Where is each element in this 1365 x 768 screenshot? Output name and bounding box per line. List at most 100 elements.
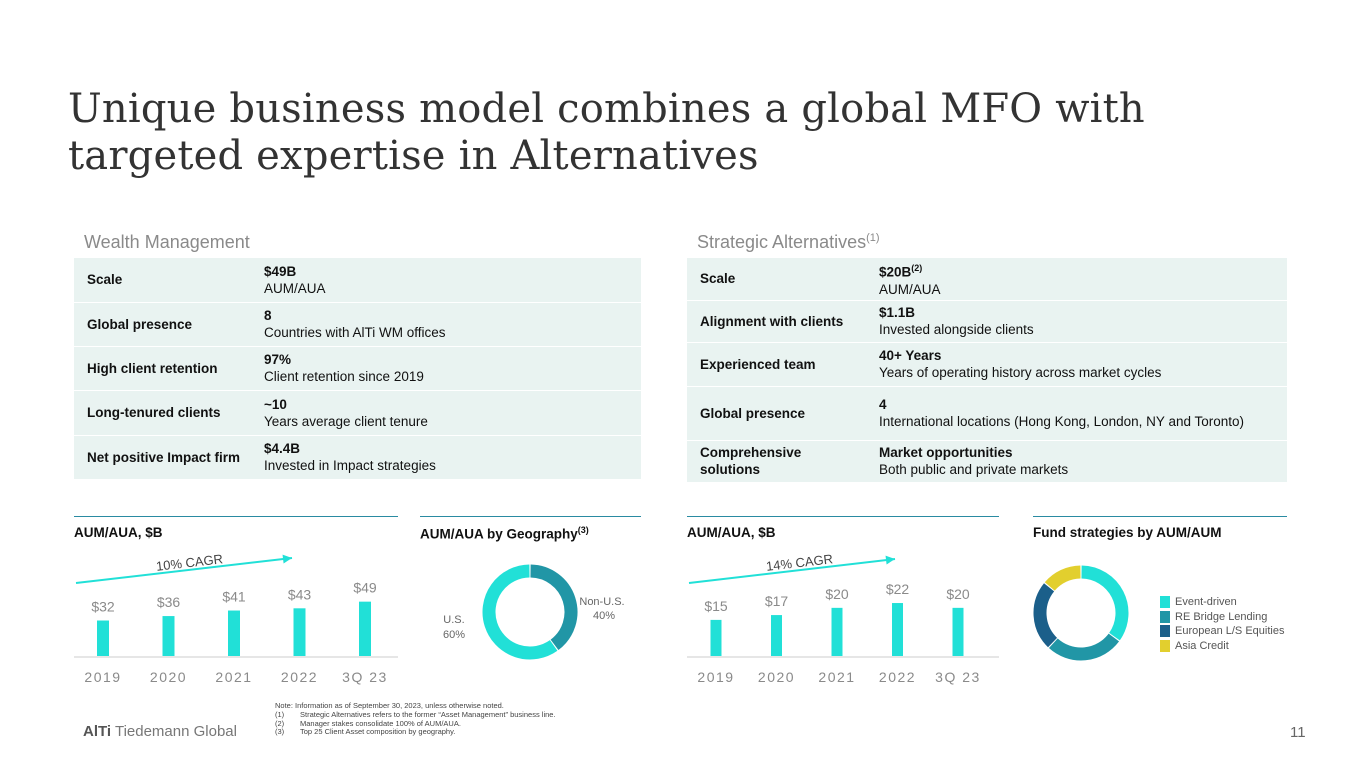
donut-slice-asia-credit — [1044, 565, 1081, 591]
alternatives-row-value-cell: 4 International locations (Hong Kong, Lon… — [873, 386, 1287, 441]
x-tick-label: 2021 — [215, 669, 252, 685]
cagr-arrow-line — [688, 558, 896, 584]
alternatives-row: Global presence 4 International locations … — [687, 386, 1287, 441]
bar-3q23 — [359, 601, 371, 656]
bar-2022 — [892, 603, 903, 656]
footnote-text: Manager stakes consolidate 100% of AUM/A… — [300, 718, 461, 728]
donut-slice-event-driven — [1081, 565, 1129, 641]
alternatives-row-value: $1.1B — [879, 305, 916, 320]
alternatives-row-desc: Both public and private markets — [879, 462, 1069, 477]
alternatives-row-label: Global presence — [687, 386, 873, 441]
x-tick-label: 2021 — [818, 669, 855, 685]
bar-value-label: $22 — [886, 581, 910, 597]
footnotes: Note: Information as of September 30, 20… — [275, 701, 556, 737]
wealth-row: Net positive Impact firm $4.4B Invested in… — [74, 435, 641, 480]
wm-aum-bar-chart: 10% CAGR $322019$362020$412021$432022$49… — [74, 551, 398, 685]
wm-aum-chart-title: AUM/AUA, $B — [74, 516, 398, 540]
x-tick-label: 3Q 23 — [935, 669, 981, 685]
footnote-number: (2) — [275, 718, 285, 728]
x-tick-label: 2022 — [879, 669, 916, 685]
footnote-2: (2) Manager stakes consolidate 100% of AU… — [275, 718, 556, 729]
alternatives-row-value: Market opportunities — [879, 445, 1013, 460]
wealth-row-value-cell: 8 Countries with AlTi WM offices — [258, 302, 641, 347]
legend-swatch — [1160, 639, 1170, 652]
footnote-1: (1) Strategic Alternatives refers to the … — [275, 710, 556, 720]
footnote-text: Top 25 Client Asset composition by geogr… — [300, 727, 456, 737]
logo-rest: Tiedemann Global — [114, 723, 237, 740]
alternatives-row-desc: AUM/AUA — [879, 281, 941, 297]
wealth-row-value: ~10 — [264, 396, 287, 412]
us-value: 60% — [443, 629, 465, 641]
wealth-section-title: Wealth Management — [84, 232, 250, 252]
alternatives-section-title: Strategic Alternatives(1) — [697, 232, 880, 253]
wealth-row-desc: Countries with AlTi WM offices — [264, 325, 446, 340]
wealth-row: Long-tenured clients ~10 Years average cli… — [74, 390, 641, 436]
x-tick-label: 2022 — [281, 669, 318, 685]
bar-2019 — [97, 620, 109, 656]
alternatives-row-label: Alignment with clients — [687, 300, 873, 343]
footnote-number: (3) — [275, 727, 285, 737]
donut-slice-european-l-s-equities — [1033, 583, 1058, 648]
geography-title-text: AUM/AUA by Geography — [420, 526, 578, 542]
wealth-row-value: $4.4B — [264, 441, 301, 456]
alternatives-row-value-cell: $1.1B Invested alongside clients — [873, 300, 1287, 343]
bar-2019 — [710, 619, 722, 656]
x-tick-label: 2019 — [697, 669, 734, 685]
wealth-row-desc: Years average client tenure — [264, 413, 428, 429]
legend-item: Asia Credit — [1160, 639, 1284, 654]
cagr-arrow-head — [282, 554, 292, 564]
bar-2020 — [771, 615, 782, 656]
page-title: Unique business model combines a global … — [68, 86, 1145, 179]
wealth-row: Scale $49B AUM/AUA — [74, 258, 641, 303]
alternatives-row-label: Comprehensive solutions — [687, 440, 873, 483]
wealth-row-label: High client retention — [74, 346, 258, 391]
alternatives-row-desc: Years of operating history across market… — [879, 365, 1162, 380]
wealth-table: Scale $49B AUM/AUA Global presence 8 Countrie… — [74, 258, 641, 480]
legend-label: Asia Credit — [1175, 639, 1229, 652]
alternatives-row-desc: Invested alongside clients — [879, 322, 1034, 337]
alternatives-row-value-cell: $20B(2) AUM/AUA — [873, 258, 1287, 301]
legend-label: Event-driven — [1175, 596, 1237, 609]
geography-chart-title: AUM/AUA by Geography(3) — [420, 516, 641, 542]
fund-strategies-chart-title: Fund strategies by AUM/AUM — [1033, 516, 1287, 540]
alternatives-row-value: 40+ Years — [879, 348, 942, 363]
wealth-row-label: Scale — [74, 258, 258, 303]
bar-value-label: $20 — [825, 586, 849, 602]
legend-label: European L/S Equities — [1175, 625, 1285, 638]
alternatives-row-value: $20B — [879, 264, 912, 280]
non-us-label: Non-U.S. — [579, 596, 624, 608]
x-tick-label: 2020 — [150, 669, 187, 685]
page-number: 11 — [1290, 724, 1306, 741]
alternatives-row: Comprehensive solutions Market opportunit… — [687, 440, 1287, 483]
legend-swatch — [1160, 610, 1170, 623]
us-label: U.S. — [443, 614, 464, 626]
sa-aum-bar-chart: 14% CAGR $152019$172020$202021$222022$20… — [687, 551, 999, 685]
bar-value-label: $17 — [765, 593, 789, 609]
bar-value-label: $20 — [946, 586, 970, 602]
alternatives-row-label: Experienced team — [687, 342, 873, 387]
cagr-arrow-head — [885, 555, 895, 565]
bar-value-label: $43 — [288, 586, 312, 602]
footnote-intro: Note: Information as of September 30, 20… — [275, 701, 504, 710]
alternatives-title-text: Strategic Alternatives — [697, 232, 867, 252]
logo-bold: AlTi — [83, 723, 112, 740]
legend-item: Event-driven — [1160, 595, 1284, 610]
wealth-row: High client retention 97% Client retention… — [74, 346, 641, 391]
x-tick-label: 3Q 23 — [342, 669, 388, 685]
bar-2021 — [831, 607, 843, 656]
wealth-row-value-cell: 97% Client retention since 2019 — [258, 346, 641, 391]
legend-item: RE Bridge Lending — [1160, 610, 1284, 625]
sa-aum-chart-title: AUM/AUA, $B — [687, 516, 999, 540]
alternatives-table: Scale $20B(2) AUM/AUA Alignment with client… — [687, 258, 1287, 483]
bar-2021 — [228, 610, 240, 656]
alternatives-row-desc: International locations (Hong Kong, Lond… — [879, 414, 1245, 429]
legend-label: RE Bridge Lending — [1175, 610, 1268, 623]
bar-value-label: $49 — [353, 580, 377, 596]
wealth-row-label: Net positive Impact firm — [74, 435, 258, 480]
alternatives-row-value-cell: 40+ Years Years of operating history acro… — [873, 342, 1287, 387]
bar-value-label: $32 — [91, 599, 115, 615]
legend-item: European L/S Equities — [1160, 624, 1284, 639]
footnote-3: (3) Top 25 Client Asset composition by ge… — [275, 728, 556, 737]
fund-strategies-legend: Event-driven RE Bridge Lending European L/… — [1160, 595, 1284, 653]
legend-swatch — [1160, 625, 1170, 638]
